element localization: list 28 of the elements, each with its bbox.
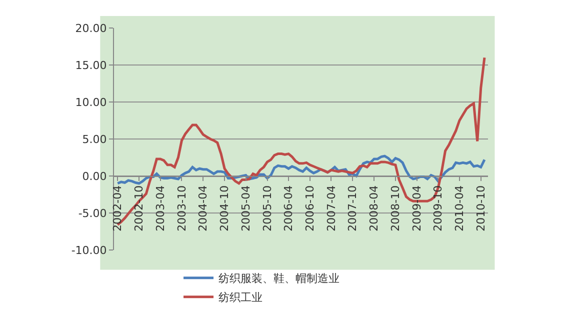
x-tick-label: 2002-04 bbox=[111, 185, 124, 232]
legend-label: 纺织工业 bbox=[218, 291, 262, 304]
x-tick-label: 2007-10 bbox=[346, 185, 360, 232]
x-tick-label: 2004-10 bbox=[218, 185, 232, 232]
x-tick-label: 2009-10 bbox=[432, 185, 445, 232]
x-tick-label: 2010-10 bbox=[474, 185, 488, 232]
x-tick-label: 2005-04 bbox=[239, 185, 252, 232]
x-tick-label: 2006-04 bbox=[282, 185, 296, 232]
x-tick-label: 2009-04 bbox=[410, 185, 424, 232]
x-tick-label: 2006-10 bbox=[304, 185, 317, 232]
y-tick-label: 0.00 bbox=[82, 170, 107, 183]
x-tick-label: 2007-04 bbox=[324, 185, 338, 232]
y-tick-label: -10.00 bbox=[71, 244, 107, 257]
x-tick-label: 2003-04 bbox=[154, 185, 167, 232]
x-tick-label: 2008-04 bbox=[368, 185, 381, 232]
x-tick-label: 2003-10 bbox=[175, 185, 188, 232]
y-tick-label: 15.00 bbox=[75, 58, 107, 72]
line-series bbox=[116, 154, 486, 185]
x-tick-label: 2010-04 bbox=[453, 185, 466, 232]
y-tick-label: 5.00 bbox=[82, 132, 107, 146]
y-tick-label: -5.00 bbox=[78, 206, 107, 220]
y-tick-label: 20.00 bbox=[75, 22, 107, 35]
y-tick-label: 10.00 bbox=[75, 96, 107, 109]
x-tick-label: 2004-04 bbox=[196, 185, 210, 232]
x-tick-label: 2002-10 bbox=[132, 185, 146, 232]
x-tick-label: 2005-10 bbox=[260, 185, 274, 232]
legend-label: 纺织服装、鞋、帽制造业 bbox=[218, 272, 340, 286]
x-tick-label: 2008-10 bbox=[389, 185, 402, 232]
